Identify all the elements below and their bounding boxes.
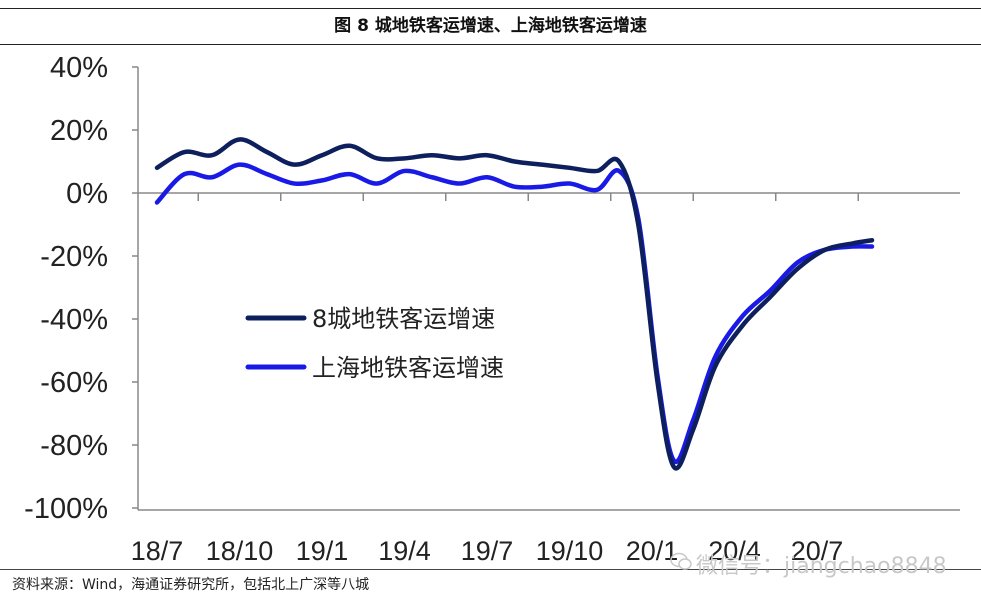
y-tick-label: 40% [50,52,108,84]
y-tick-label: -20% [40,241,108,273]
x-tick-label: 19/7 [461,536,514,566]
y-tick-label: 0% [66,178,108,210]
legend-label: 8城地铁客运增速 [312,305,495,333]
series-line-8-cities [154,137,875,471]
series-line-shanghai [154,162,875,465]
x-tick-label: 20/4 [708,536,761,566]
y-tick-label: -100% [24,493,108,525]
title-top-rule [0,8,981,9]
x-tick-label: 19/10 [536,536,604,566]
title-bottom-rule [0,44,981,45]
watermark-text: 微信号：jiangchao8848 [696,554,947,579]
y-tick-label: -80% [40,430,108,462]
line-chart: 40% 20% 0% -20% -40% -60% -80% -100% 18/7 18/10 19… [24,52,960,566]
x-tick-label: 19/4 [378,536,431,566]
y-tick-label: 20% [50,115,108,147]
wechat-icon [670,552,692,570]
legend-label: 上海地铁客运增速 [312,354,504,382]
chart-lines [154,137,875,471]
source-note: 资料来源：Wind，海通证券研究所，包括北上广深等八城 [12,577,370,593]
x-tick-label: 18/7 [131,536,184,566]
y-tick-label: -60% [40,367,108,399]
x-tick-label: 19/1 [296,536,349,566]
source-rule [0,569,981,570]
figure-title: 图 8 城地铁客运增速、上海地铁客运增速 [334,16,647,36]
x-tick-label: 20/7 [791,536,844,566]
chart-axes: 40% 20% 0% -20% -40% -60% -80% -100% 18/7 18/10 19… [24,52,960,566]
x-tick-label: 20/1 [626,536,679,566]
x-tick-label: 18/10 [206,536,274,566]
y-tick-label: -40% [40,304,108,336]
